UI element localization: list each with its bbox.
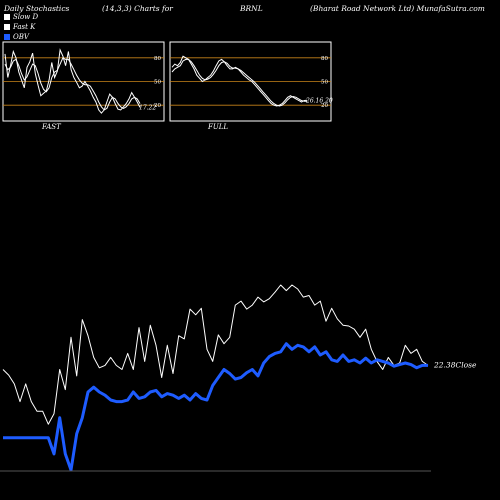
chart-subtitle: Daily Stochastics	[4, 4, 70, 13]
legend-swatch	[4, 24, 10, 30]
legend-item: Fast K	[4, 22, 38, 32]
legend-label: Fast K	[13, 23, 36, 31]
series-line-fast-k	[171, 55, 308, 107]
legend-label: Slow D	[13, 13, 39, 21]
panel-title: FULL	[207, 123, 228, 131]
chart-params: (14,3,3) Charts for	[102, 4, 173, 13]
series-line-slow-d	[4, 57, 141, 111]
legend: Slow D Fast K OBV	[4, 12, 38, 42]
close-value-label: 22.38Close	[433, 360, 477, 369]
series-line-fast-k	[4, 48, 141, 114]
legend-item: OBV	[4, 32, 38, 42]
legend-label: OBV	[13, 33, 29, 41]
close-line	[2, 284, 429, 425]
panel-title: FAST	[41, 123, 62, 131]
level-label: 50	[154, 80, 161, 86]
last-value-label: 26.16,20	[305, 97, 333, 104]
obv-line	[3, 342, 428, 472]
level-label: 20	[154, 103, 161, 109]
symbol-label: BRNL	[240, 4, 263, 13]
legend-item: Slow D	[4, 12, 38, 22]
series-line-slow-d	[171, 58, 307, 107]
level-label: 80	[154, 56, 161, 62]
legend-swatch	[4, 14, 10, 20]
company-label: (Bharat Road Network Ltd) MunafaSutra.co…	[310, 4, 485, 13]
level-label: 80	[321, 56, 328, 62]
level-label: 20	[321, 103, 328, 109]
last-value-label: 17.22	[139, 104, 156, 111]
level-label: 50	[321, 80, 328, 86]
legend-swatch	[4, 34, 10, 40]
